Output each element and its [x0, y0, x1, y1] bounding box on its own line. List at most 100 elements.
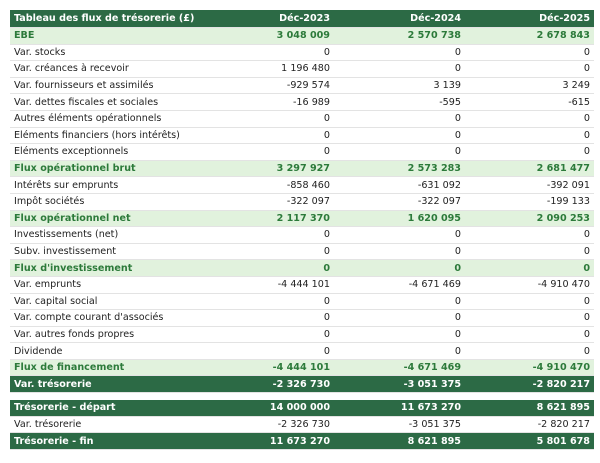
cell-value: 0	[334, 326, 465, 344]
cell-value: 0	[465, 243, 594, 261]
cell-value: -3 051 375	[334, 375, 465, 394]
cell-value: 0	[200, 293, 334, 311]
row-label: Var. fournisseurs et assimilés	[10, 77, 200, 95]
cell-value: 1 620 095	[334, 210, 465, 228]
cell-value: -615	[465, 93, 594, 111]
table-row: Tableau des flux de trésorerie (£) Déc-20…	[10, 10, 594, 28]
cell-value: 0	[465, 60, 594, 78]
table-row: Eléments financiers (hors intérêts) 0 0 0	[10, 127, 594, 145]
cell-value: -322 097	[334, 193, 465, 211]
table-row: Var. trésorerie -2 326 730 -3 051 375 -2 82…	[10, 416, 594, 434]
table-row: Var. compte courant d'associés 0 0 0	[10, 309, 594, 327]
table-row: Var. capital social 0 0 0	[10, 293, 594, 311]
row-label: Var. trésorerie	[10, 416, 200, 434]
cell-value: 0	[200, 259, 334, 277]
closing-table: Trésorerie - départ 14 000 000 11 673 270 8…	[10, 400, 594, 450]
table-row: Var. stocks 0 0 0	[10, 44, 594, 62]
cell-value: -4 444 101	[200, 276, 334, 294]
row-label: Eléments exceptionnels	[10, 143, 200, 161]
cell-value: 2 117 370	[200, 210, 334, 228]
cell-value: Déc-2025	[465, 10, 594, 28]
cell-value: 0	[465, 293, 594, 311]
cell-value: 0	[334, 293, 465, 311]
cell-value: 0	[465, 309, 594, 327]
main-table: Tableau des flux de trésorerie (£) Déc-20…	[10, 10, 594, 394]
cell-value: 0	[200, 44, 334, 62]
table-row: Trésorerie - fin 11 673 270 8 621 895 5 801…	[10, 432, 594, 450]
cash-flow-table: Tableau des flux de trésorerie (£) Déc-20…	[10, 10, 594, 450]
row-label: Trésorerie - départ	[10, 400, 200, 417]
cell-value: 11 673 270	[200, 432, 334, 450]
table-row: Var. emprunts -4 444 101 -4 671 469 -4 910 …	[10, 276, 594, 294]
cell-value: 0	[334, 127, 465, 145]
table-row: Var. dettes fiscales et sociales -16 989 -…	[10, 93, 594, 111]
cell-value: 0	[334, 259, 465, 277]
cell-value: 11 673 270	[334, 400, 465, 417]
cell-value: 3 297 927	[200, 160, 334, 178]
row-label: Investissements (net)	[10, 226, 200, 244]
cell-value: 0	[334, 226, 465, 244]
table-row: Intérêts sur emprunts -858 460 -631 092 -39…	[10, 176, 594, 194]
cell-value: 0	[465, 259, 594, 277]
cell-value: 3 139	[334, 77, 465, 95]
cell-value: Déc-2024	[334, 10, 465, 28]
cell-value: -929 574	[200, 77, 334, 95]
cell-value: -631 092	[334, 176, 465, 194]
table-row: EBE 3 048 009 2 570 738 2 678 843	[10, 27, 594, 45]
row-label: Dividende	[10, 342, 200, 360]
cell-value: -858 460	[200, 176, 334, 194]
cell-value: 0	[200, 326, 334, 344]
cell-value: 0	[465, 226, 594, 244]
row-label: Var. créances à recevoir	[10, 60, 200, 78]
row-label: Var. stocks	[10, 44, 200, 62]
cell-value: 0	[465, 44, 594, 62]
cell-value: -4 910 470	[465, 359, 594, 377]
cell-value: -2 820 217	[465, 416, 594, 434]
cell-value: 0	[334, 309, 465, 327]
cell-value: 0	[334, 342, 465, 360]
row-label: Var. compte courant d'associés	[10, 309, 200, 327]
cell-value: -199 133	[465, 193, 594, 211]
cell-value: -4 671 469	[334, 359, 465, 377]
table-row: Flux de financement -4 444 101 -4 671 469-…	[10, 359, 594, 377]
cell-value: -16 989	[200, 93, 334, 111]
row-label: Flux d'investissement	[10, 259, 200, 277]
cell-value: 0	[465, 110, 594, 128]
cell-value: 2 678 843	[465, 27, 594, 45]
table-row: Var. créances à recevoir 1 196 480 0 0	[10, 60, 594, 78]
cell-value: 2 570 738	[334, 27, 465, 45]
row-label: Impôt sociétés	[10, 193, 200, 211]
table-row: Trésorerie - départ 14 000 000 11 673 270 8…	[10, 400, 594, 417]
cell-value: -2 820 217	[465, 375, 594, 394]
row-label: Var. dettes fiscales et sociales	[10, 93, 200, 111]
row-label: EBE	[10, 27, 200, 45]
cell-value: 0	[465, 127, 594, 145]
cell-value: 8 621 895	[465, 400, 594, 417]
cell-value: -4 910 470	[465, 276, 594, 294]
cell-value: -3 051 375	[334, 416, 465, 434]
cell-value: 1 196 480	[200, 60, 334, 78]
cell-value: 0	[200, 226, 334, 244]
row-label: Var. autres fonds propres	[10, 326, 200, 344]
spacer	[10, 393, 594, 400]
cell-value: -2 326 730	[200, 375, 334, 394]
row-label: Subv. investissement	[10, 243, 200, 261]
row-label: Trésorerie - fin	[10, 432, 200, 450]
cell-value: 2 573 283	[334, 160, 465, 178]
cell-value: 0	[465, 326, 594, 344]
cell-value: 3 249	[465, 77, 594, 95]
row-label: Flux de financement	[10, 359, 200, 377]
cell-value: 0	[200, 342, 334, 360]
cell-value: -4 671 469	[334, 276, 465, 294]
row-label: Intérêts sur emprunts	[10, 176, 200, 194]
cell-value: 0	[334, 243, 465, 261]
row-label: Flux opérationnel brut	[10, 160, 200, 178]
table-row: Flux d'investissement 0 0 0	[10, 259, 594, 277]
cell-value: 0	[200, 143, 334, 161]
cell-value: 0	[334, 110, 465, 128]
row-label: Autres éléments opérationnels	[10, 110, 200, 128]
cell-value: -2 326 730	[200, 416, 334, 434]
cell-value: 0	[465, 143, 594, 161]
cell-value: -392 091	[465, 176, 594, 194]
